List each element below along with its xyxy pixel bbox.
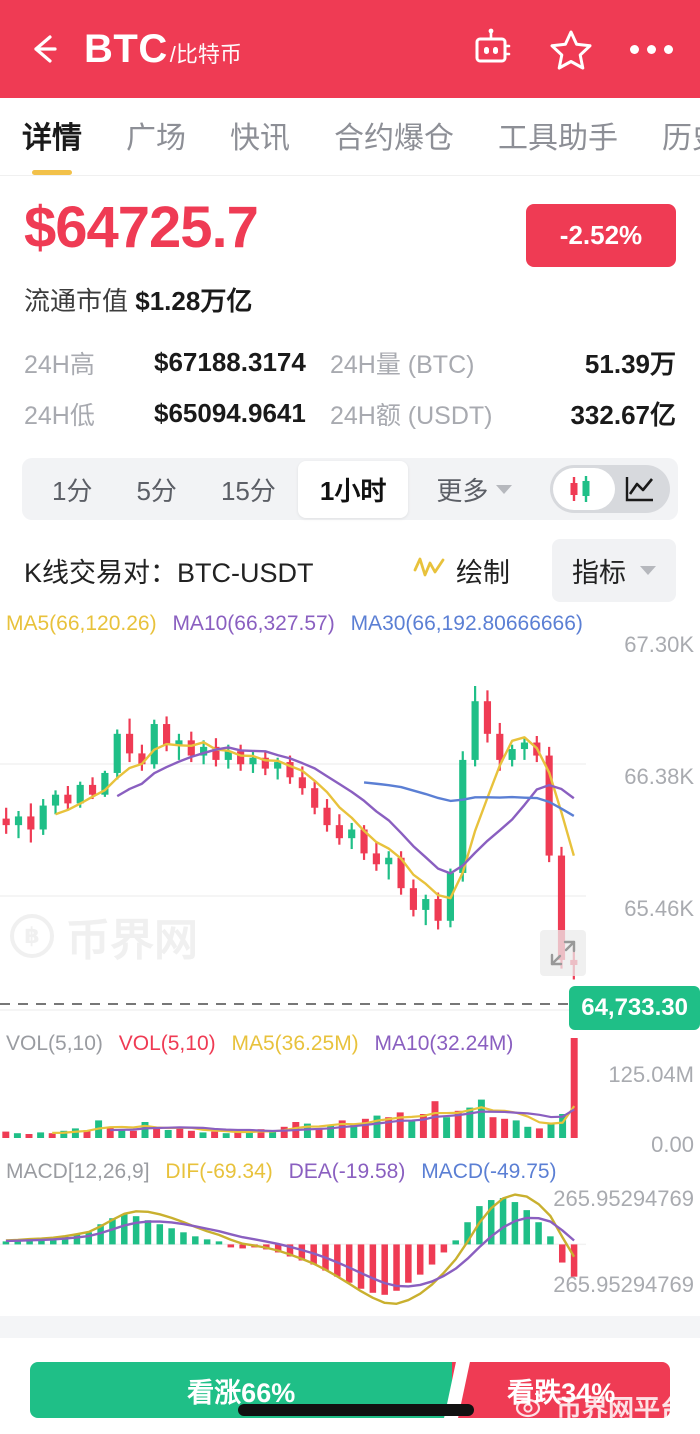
wave-draw-icon	[412, 554, 446, 587]
home-indicator	[238, 1404, 474, 1416]
tab-tools[interactable]: 工具助手	[498, 121, 618, 155]
change-percent-badge: -2.52%	[526, 204, 676, 267]
timeframe-5m[interactable]: 5分	[136, 475, 177, 506]
indicator-label: 指标	[572, 557, 626, 588]
weibo-icon	[514, 1388, 546, 1427]
stat-value-high: $67188.3174	[154, 347, 306, 377]
robot-icon[interactable]	[468, 26, 514, 72]
indicator-dropdown[interactable]: 指标	[552, 538, 676, 602]
draw-label: 绘制	[456, 557, 510, 588]
legend-macd: MACD(-49.75)	[421, 1160, 557, 1183]
macd-legend: MACD[12,26,9] DIF(-69.34) DEA(-19.58) MA…	[6, 1160, 567, 1184]
stat-value-low: $65094.9641	[154, 398, 306, 428]
header-actions	[468, 26, 678, 72]
stat-label-turnover: 24H额 (USDT)	[330, 401, 493, 430]
legend-ma30: MA30(66,192.80666666)	[350, 612, 583, 635]
volume-tick-bottom: 0.00	[651, 1132, 694, 1157]
volume-tick-top: 125.04M	[608, 1062, 694, 1087]
symbol-cn-text: /比特币	[169, 41, 242, 67]
market-cap-label: 流通市值	[24, 286, 129, 316]
tab-news[interactable]: 快讯	[230, 121, 290, 155]
tab-liquidations[interactable]: 合约爆仓	[334, 121, 454, 155]
legend-vol-red: VOL(5,10)	[118, 1032, 216, 1055]
legend-ma5: MA5(66,120.26)	[6, 612, 157, 635]
pair-value: BTC-USDT	[177, 557, 314, 588]
stat-label-high: 24H高	[24, 350, 95, 379]
timeframe-more-label: 更多	[436, 475, 489, 506]
chevron-down-icon	[496, 484, 513, 494]
timeframe-15m[interactable]: 15分	[220, 475, 276, 506]
line-chart-icon[interactable]	[610, 472, 670, 506]
candlestick-icon[interactable]	[550, 472, 610, 506]
legend-dif: DIF(-69.34)	[165, 1160, 273, 1183]
legend-dea: DEA(-19.58)	[288, 1160, 406, 1183]
current-price: $64725.7	[24, 195, 259, 260]
bearish-segment[interactable]: 看跌34%	[452, 1362, 670, 1418]
macd-tick-top: 265.95294769	[553, 1186, 694, 1211]
timeframe-more-button[interactable]: 更多	[408, 461, 522, 518]
legend-vol-ma10: MA10(32.24M)	[374, 1032, 514, 1055]
tab-history[interactable]: 历史	[662, 121, 700, 155]
star-icon[interactable]	[548, 26, 594, 72]
back-arrow-icon[interactable]	[22, 27, 66, 71]
ma-legend: MA5(66,120.26) MA10(66,327.57) MA30(66,1…	[6, 612, 593, 636]
more-dots-icon[interactable]	[628, 26, 674, 72]
current-price-badge: 64,733.30	[569, 986, 700, 1030]
legend-vol-ma5: MA5(36.25M)	[231, 1032, 359, 1055]
bottom-watermark: 币界网平台	[514, 1388, 686, 1427]
chevron-down-icon	[640, 565, 656, 575]
legend-ma10: MA10(66,327.57)	[172, 612, 335, 635]
timeframe-bar: 1分 5分 15分 1小时 更多	[22, 458, 678, 520]
stat-label-low: 24H低	[24, 401, 95, 430]
draw-button[interactable]: 绘制	[412, 551, 510, 590]
kline-chart[interactable]: MA5(66,120.26) MA10(66,327.57) MA30(66,1…	[0, 612, 700, 1352]
pair-label: K线交易对：	[24, 557, 178, 588]
section-divider	[0, 1316, 700, 1338]
stats-grid: 24H高 $67188.3174 24H量 (BTC) 51.39万 24H低 …	[24, 344, 676, 432]
pair-row: K线交易对：BTC-USDT 绘制 指标	[24, 538, 676, 602]
symbol-text: BTC	[84, 26, 168, 71]
chart-type-toggle[interactable]	[550, 465, 670, 513]
volume-legend: VOL(5,10) VOL(5,10) MA5(36.25M) MA10(32.…	[6, 1032, 523, 1056]
legend-macd-params: MACD[12,26,9]	[6, 1160, 150, 1183]
market-cap-value: $1.28万亿	[135, 286, 253, 316]
stat-value-turnover: 332.67亿	[570, 400, 676, 430]
bottom-watermark-text: 币界网平台	[555, 1394, 686, 1424]
app-header: BTC /比特币	[0, 0, 700, 98]
quote-summary: $64725.7 -2.52% 流通市值 $1.28万亿 24H高 $67188…	[0, 176, 700, 432]
timeframe-1m[interactable]: 1分	[52, 475, 93, 506]
tab-details[interactable]: 详情	[22, 113, 82, 161]
macd-plot	[0, 1193, 586, 1305]
stat-label-volume: 24H量 (BTC)	[330, 350, 475, 379]
timeframe-1h[interactable]: 1小时	[297, 460, 409, 518]
market-cap-row: 流通市值 $1.28万亿	[24, 281, 676, 318]
candlestick-plot	[0, 686, 586, 1011]
fullscreen-expand-icon[interactable]	[540, 930, 586, 976]
price-tick-3: 65.46K	[624, 896, 694, 921]
tab-square[interactable]: 广场	[126, 121, 186, 155]
stat-value-volume: 51.39万	[584, 349, 676, 379]
legend-vol-gray: VOL(5,10)	[6, 1032, 103, 1055]
pair-label-value: K线交易对：BTC-USDT	[24, 551, 314, 590]
page-title: BTC /比特币	[84, 27, 242, 72]
volume-plot	[2, 1038, 578, 1138]
tab-bar[interactable]: 详情 广场 快讯 合约爆仓 工具助手 历史	[0, 98, 700, 176]
price-tick-2: 66.38K	[624, 764, 694, 789]
price-tick-1: 67.30K	[624, 632, 694, 657]
